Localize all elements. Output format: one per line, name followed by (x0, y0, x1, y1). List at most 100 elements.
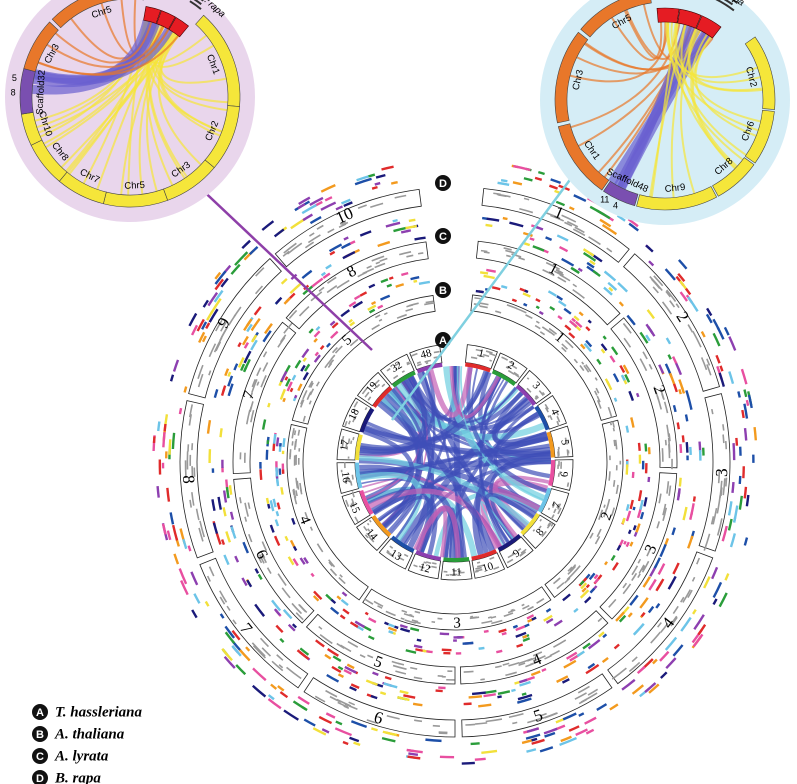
feature-track (349, 621, 359, 628)
inset-link (688, 28, 763, 92)
feature-track (206, 310, 214, 321)
feature-track (524, 289, 529, 294)
gene-density (475, 568, 483, 572)
feature-track (279, 637, 285, 643)
feature-track (285, 378, 291, 387)
feature-track (628, 222, 639, 232)
chromosome-label: 1 (477, 347, 485, 360)
gene-density (612, 480, 616, 487)
feature-track (320, 201, 337, 211)
gene-density (722, 434, 725, 444)
gene-density (340, 469, 343, 473)
gene-density (583, 364, 590, 373)
gene-density (587, 688, 599, 696)
feature-track (277, 685, 285, 692)
gene-density (526, 387, 532, 393)
feature-track (368, 308, 376, 314)
inset-block (143, 6, 162, 24)
feature-track (349, 686, 357, 692)
feature-track (743, 428, 748, 441)
gene-density (487, 616, 492, 619)
inset-chromosome (554, 31, 589, 124)
inset-chromosome (580, 0, 652, 38)
feature-track (637, 490, 643, 502)
feature-track (367, 173, 376, 178)
feature-track (618, 539, 624, 547)
gene-density (525, 662, 534, 668)
feature-track (655, 602, 661, 609)
feature-track (531, 616, 537, 621)
gene-density (345, 499, 350, 508)
feature-track (313, 590, 323, 601)
gene-density (189, 499, 193, 508)
gene-density (371, 324, 380, 331)
feature-track (512, 624, 519, 629)
gene-density (611, 667, 627, 680)
feature-track (322, 272, 331, 280)
feature-track (309, 215, 322, 225)
gene-density (316, 543, 324, 553)
inset-chromosome-label: Chr3 (571, 69, 586, 92)
feature-track (611, 346, 619, 356)
feature-track (566, 651, 578, 660)
feature-track (687, 535, 694, 549)
feature-track (512, 181, 523, 186)
feature-track (538, 310, 544, 316)
gene-density (682, 589, 692, 603)
feature-track (585, 326, 591, 332)
inset-chromosome-label: Chr2 (743, 66, 759, 89)
gene-density (437, 675, 444, 678)
gene-density (255, 267, 265, 277)
feature-track (562, 712, 577, 721)
feature-track (618, 614, 627, 623)
gene-density (700, 357, 708, 371)
feature-track (602, 335, 607, 340)
gene-density (717, 471, 721, 484)
gene-density (594, 390, 598, 396)
feature-track (556, 295, 564, 301)
inset-chromosome-label: Chr5 (124, 180, 145, 192)
gene-density (291, 441, 294, 446)
feature-track (587, 639, 601, 650)
gene-density (414, 719, 423, 723)
feature-track (161, 523, 167, 535)
gene-density (637, 573, 641, 579)
gene-density (547, 415, 550, 418)
feature-track (602, 633, 608, 639)
feature-track (235, 664, 247, 676)
gene-density (480, 249, 488, 253)
gene-density (557, 503, 562, 510)
gene-density (361, 387, 369, 395)
feature-track (672, 644, 684, 657)
gene-density (406, 361, 412, 366)
feature-track (289, 539, 296, 548)
feature-track (407, 755, 421, 760)
feature-track (223, 554, 230, 566)
inset-track (193, 0, 202, 5)
gene-density (249, 392, 253, 399)
feature-track (687, 296, 699, 312)
feature-track (302, 371, 309, 381)
feature-track (718, 372, 725, 387)
feature-track (740, 368, 748, 385)
feature-track (523, 623, 530, 628)
gene-density (507, 369, 515, 375)
gene-density (548, 327, 558, 335)
feature-track (568, 206, 575, 211)
gene-density (522, 604, 530, 610)
feature-track (752, 454, 755, 463)
feature-track (630, 417, 635, 428)
feature-track (287, 623, 296, 632)
feature-track (261, 419, 267, 430)
gene-density (366, 265, 372, 269)
gene-density (572, 565, 581, 574)
feature-track (543, 614, 553, 622)
gene-density (256, 367, 262, 377)
chromosome-band (415, 550, 442, 561)
gene-density (722, 424, 725, 431)
gene-density (527, 605, 534, 611)
gene-density (277, 573, 287, 586)
gene-density (282, 250, 290, 257)
gene-density (352, 415, 357, 423)
gene-density (716, 518, 723, 536)
